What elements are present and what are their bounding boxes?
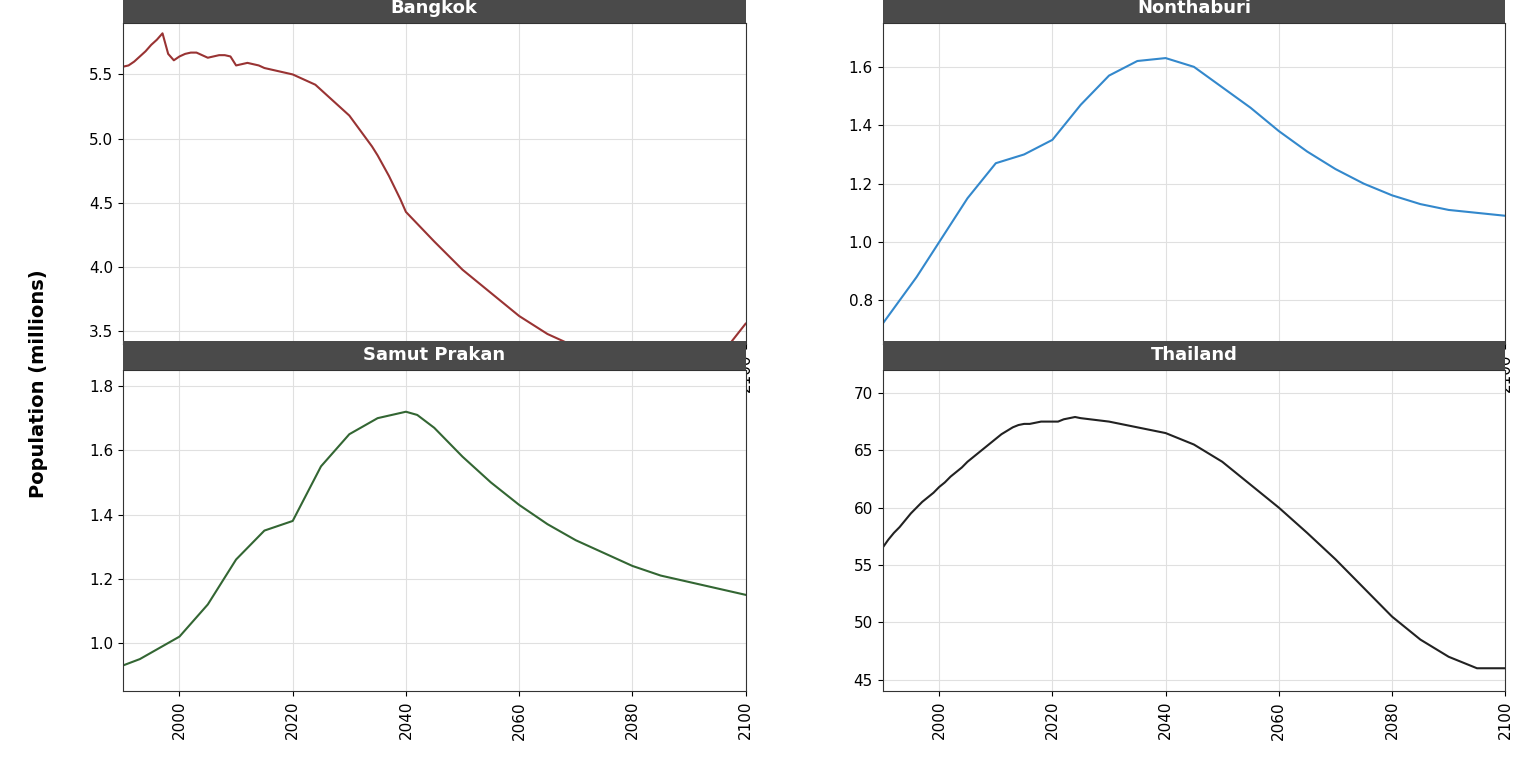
Text: Population (millions): Population (millions) [29, 270, 48, 498]
Text: Bangkok: Bangkok [390, 0, 478, 18]
Text: Samut Prakan: Samut Prakan [362, 346, 505, 364]
Text: Thailand: Thailand [1150, 346, 1238, 364]
Text: Nonthaburi: Nonthaburi [1137, 0, 1250, 18]
